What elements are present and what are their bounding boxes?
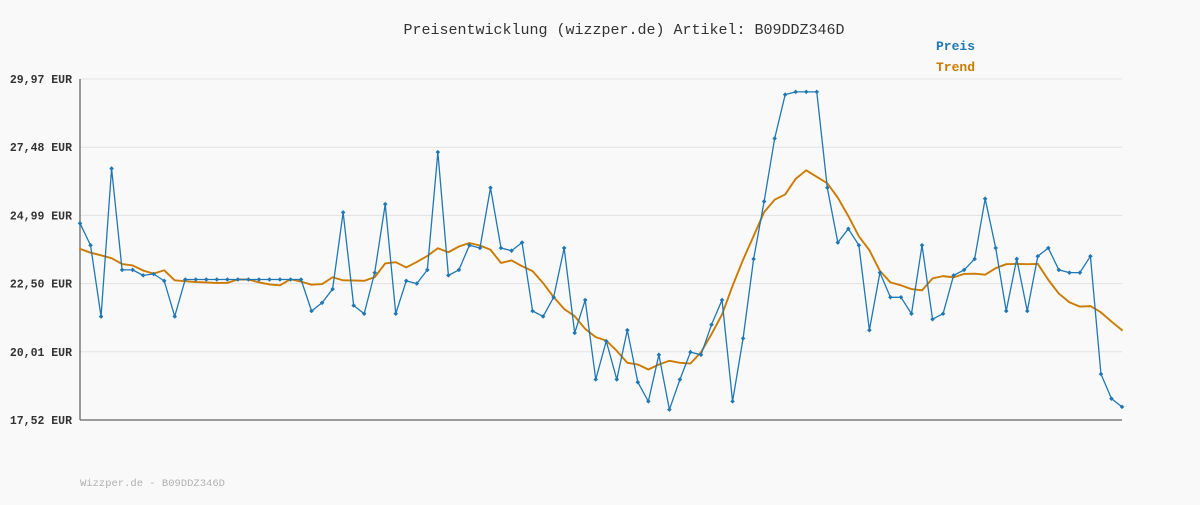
svg-text:20,01 EUR: 20,01 EUR [10,347,72,360]
svg-text:29,97 EUR: 29,97 EUR [10,74,72,87]
svg-text:17,52 EUR: 17,52 EUR [10,415,72,428]
svg-text:24,99 EUR: 24,99 EUR [10,210,72,223]
svg-text:22,50 EUR: 22,50 EUR [10,279,72,292]
svg-text:27,48 EUR: 27,48 EUR [10,142,72,155]
